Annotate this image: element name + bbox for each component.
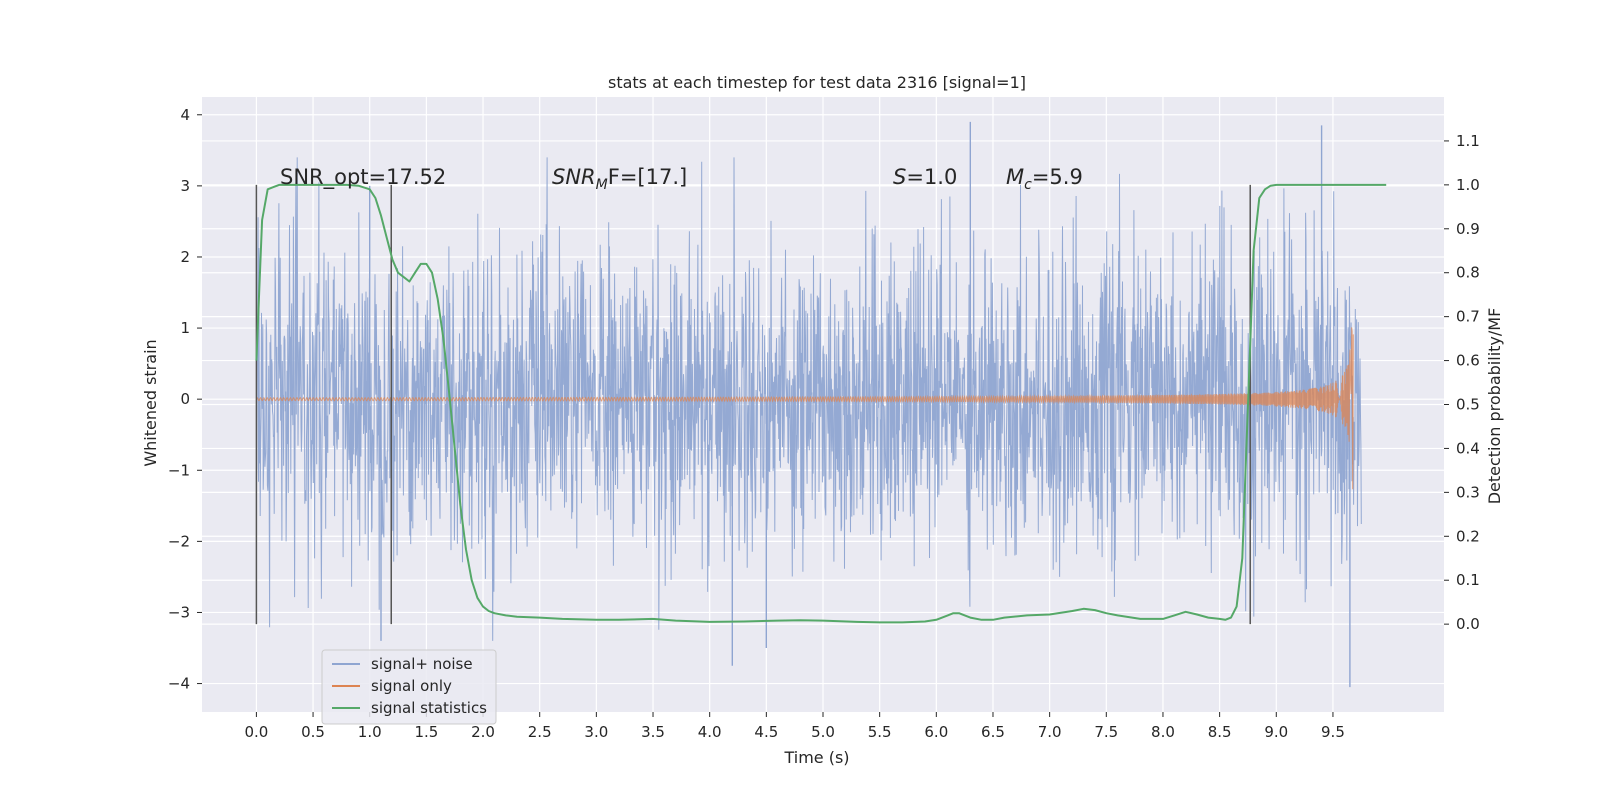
y2-tick-label: 0.7 [1456, 308, 1480, 326]
y-tick-label: −3 [168, 603, 190, 621]
x-tick-label: 7.0 [1038, 723, 1062, 741]
annotation-mc: Mc=5.9 [1006, 165, 1083, 193]
y-tick-label: 1 [180, 319, 190, 337]
x-tick-label: 2.5 [528, 723, 552, 741]
y2-tick-label: 1.1 [1456, 132, 1480, 150]
y2-tick-label: 0.6 [1456, 352, 1480, 370]
y-axis-title: Whitened strain [141, 339, 160, 466]
signal-only-line [255, 327, 1354, 490]
signal-noise-line [255, 157, 1362, 641]
legend-label-signal-only: signal only [371, 677, 452, 695]
annotation-snr-mf-sub: M [596, 177, 608, 193]
legend-label-signal-noise: signal+ noise [371, 655, 473, 673]
signal-noise-series [255, 121, 1362, 688]
annotation-mc-rest: =5.9 [1032, 165, 1083, 189]
x-tick-label: 2.0 [471, 723, 495, 741]
y2-axis-title: Detection probability/MF [1485, 308, 1504, 505]
signal-statistics-line [255, 183, 1387, 624]
y-tick-label: −2 [168, 532, 190, 550]
annotation-snr-opt: SNR_opt=17.52 [280, 165, 446, 190]
y-tick-label: 2 [180, 248, 190, 266]
y2-tick-label: 0.3 [1456, 483, 1480, 501]
x-tick-label: 9.0 [1264, 723, 1288, 741]
legend-box [321, 649, 497, 725]
legend-label-signal-statistics: signal statistics [371, 699, 487, 717]
x-axis-title: Time (s) [783, 748, 849, 767]
x-tick-label: 7.5 [1094, 723, 1118, 741]
annotation-mc-main: M [1006, 165, 1024, 189]
axis-ticks: 0.0 0.5 1.0 1.5 2.0 2.5 3.0 3.5 4.0 4.5 5.0 5.5 6.0 6… [168, 106, 1480, 741]
y2-tick-label: 0.8 [1456, 264, 1480, 282]
y-tick-label: −4 [168, 675, 190, 693]
annotation-snr-mf-rest: F=[17.] [608, 165, 687, 189]
annotation-s: S=1.0 [893, 165, 957, 189]
signal-statistics-series [255, 183, 1387, 624]
signal-only-series [255, 327, 1354, 490]
x-tick-label: 3.5 [641, 723, 665, 741]
x-tick-label: 3.0 [584, 723, 608, 741]
y-tick-label: 4 [180, 106, 190, 124]
annotation-s-rest: =1.0 [906, 165, 957, 189]
x-tick-label: 9.5 [1321, 723, 1345, 741]
x-tick-label: 8.0 [1151, 723, 1175, 741]
x-tick-label: 4.5 [754, 723, 778, 741]
x-tick-label: 4.0 [698, 723, 722, 741]
annotation-snr-mf: SNRMF=[17.] [552, 165, 687, 193]
y-tick-label: −1 [168, 461, 190, 479]
y2-tick-label: 0.1 [1456, 571, 1480, 589]
y2-tick-label: 0.4 [1456, 439, 1480, 457]
legend: signal+ noise signal only signal statist… [321, 649, 497, 725]
chart-title: stats at each timestep for test data 231… [608, 73, 1026, 92]
y-tick-label: 0 [180, 390, 190, 408]
annotation-snr-mf-main: SNR [552, 165, 596, 189]
signal-noise-peaks [369, 121, 1351, 688]
y-tick-label: 3 [180, 177, 190, 195]
x-tick-label: 6.5 [981, 723, 1005, 741]
x-tick-label: 1.5 [414, 723, 438, 741]
x-tick-label: 0.0 [244, 723, 268, 741]
x-tick-label: 5.0 [811, 723, 835, 741]
x-tick-label: 1.0 [358, 723, 382, 741]
annotation-mc-sub: c [1024, 177, 1032, 193]
x-tick-label: 5.5 [868, 723, 892, 741]
y2-tick-label: 1.0 [1456, 176, 1480, 194]
y2-tick-label: 0.2 [1456, 527, 1480, 545]
y2-tick-label: 0.5 [1456, 396, 1480, 414]
y2-tick-label: 0.9 [1456, 220, 1480, 238]
x-tick-label: 8.5 [1208, 723, 1232, 741]
annotation-s-main: S [893, 165, 906, 189]
x-tick-label: 0.5 [301, 723, 325, 741]
x-tick-label: 6.0 [924, 723, 948, 741]
y2-tick-label: 0.0 [1456, 615, 1480, 633]
